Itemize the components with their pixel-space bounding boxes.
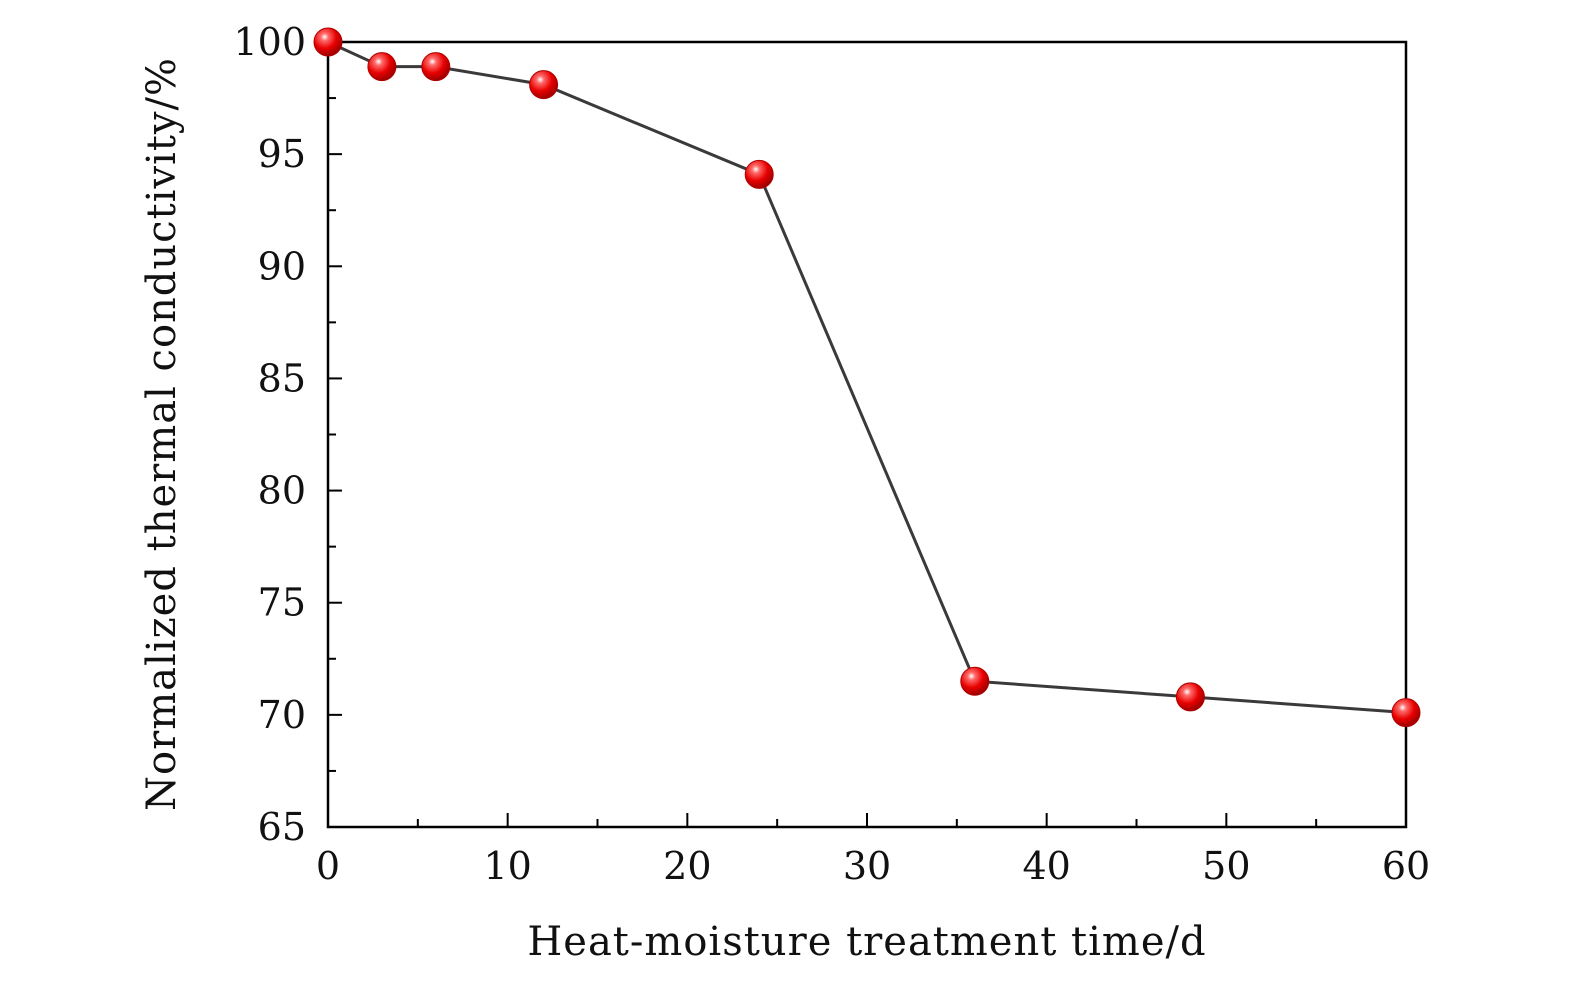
y-tick-label: 85 bbox=[258, 356, 306, 400]
data-point bbox=[744, 159, 774, 189]
x-tick-label: 30 bbox=[843, 844, 891, 888]
data-point bbox=[313, 27, 343, 57]
data-point bbox=[1175, 682, 1205, 712]
y-tick-label: 75 bbox=[258, 581, 306, 625]
y-tick-label: 65 bbox=[258, 805, 306, 849]
x-tick-label: 0 bbox=[316, 844, 340, 888]
data-point bbox=[529, 70, 559, 100]
y-tick-label: 90 bbox=[258, 244, 306, 288]
x-tick-label: 60 bbox=[1382, 844, 1430, 888]
y-tick-label: 100 bbox=[233, 20, 306, 64]
y-tick-label: 95 bbox=[258, 132, 306, 176]
plot-frame bbox=[326, 40, 1408, 829]
y-tick-label: 80 bbox=[258, 469, 306, 513]
x-axis-title: Heat-moisture treatment time/d bbox=[527, 919, 1206, 965]
data-point bbox=[1391, 698, 1421, 728]
x-tick-label: 40 bbox=[1022, 844, 1070, 888]
axis-tick-labels: 0 10 20 30 40 50 60 65 70 75 80 85 90 95 100 bbox=[233, 20, 1430, 888]
axis-ticks bbox=[327, 41, 1407, 828]
y-tick-label: 70 bbox=[258, 693, 306, 737]
data-point bbox=[367, 52, 397, 82]
data-series bbox=[313, 27, 1421, 728]
data-point bbox=[960, 666, 990, 696]
x-tick-label: 50 bbox=[1202, 844, 1250, 888]
series-line bbox=[327, 40, 1407, 715]
data-point bbox=[421, 52, 451, 82]
x-tick-label: 20 bbox=[663, 844, 711, 888]
y-axis-title: Normalized thermal conductivity/% bbox=[139, 57, 185, 811]
x-tick-label: 10 bbox=[483, 844, 531, 888]
